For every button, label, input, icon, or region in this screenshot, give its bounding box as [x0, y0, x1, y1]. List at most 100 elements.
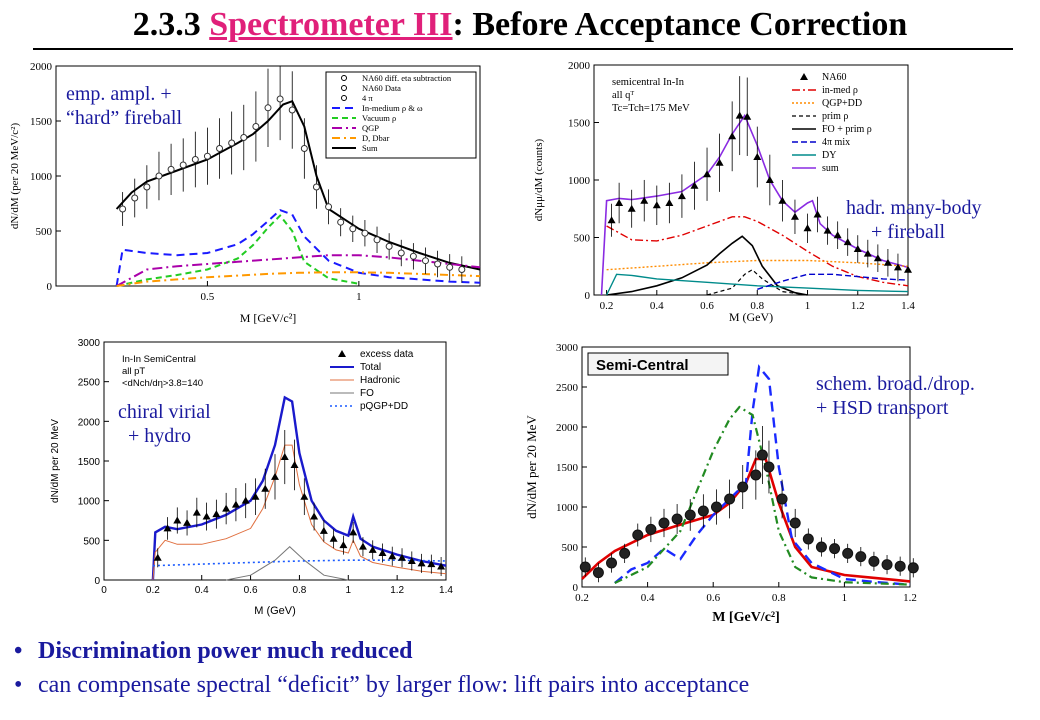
chart-tr: 0 500 1000 1500 2000 0.2 0.4 0.6 0.8 1 1.2 1.4 M (Ge… [533, 60, 915, 324]
y-tick-label: 1000 [556, 502, 579, 514]
y-tick-label: 1500 [78, 457, 101, 468]
y-tick-label: 2000 [30, 61, 53, 73]
data-point [434, 260, 442, 268]
legend-entry: D, Dbar [362, 133, 390, 143]
chart-annotation: <dNch/dη>3.8=140 [122, 378, 203, 389]
legend-entry: QGP+DD [822, 98, 862, 109]
y-tick-label: 0 [94, 576, 100, 587]
data-point [183, 518, 192, 526]
data-point [155, 172, 163, 180]
chart-bl: 0 500 1000 1500 2000 2500 3000 0 0.2 0.4 0.6 0.8 1 1.… [50, 338, 453, 617]
data-point [855, 551, 867, 563]
data-point [407, 556, 416, 564]
x-tick-label: 0.8 [750, 300, 764, 312]
chart-annotation: all qᵀ [612, 90, 634, 101]
title-prefix: 2.3.3 [132, 6, 210, 43]
series-line [151, 395, 447, 581]
chart-panel-top-right: 0 500 1000 1500 2000 0.2 0.4 0.6 0.8 1 1.2 1.4 M (Ge… [514, 55, 922, 327]
data-point [776, 493, 788, 505]
x-tick-label: 1 [842, 592, 848, 604]
chart-annotation: Tc=Tch=175 MeV [612, 103, 690, 114]
data-point [191, 156, 199, 163]
legend-entry: prim ρ [822, 111, 848, 122]
data-point [853, 245, 862, 252]
legend-entry: FO + prim ρ [822, 124, 872, 135]
data-point [710, 501, 722, 513]
data-point [750, 469, 762, 481]
legend-entry: NA60 diff. eta subtraction [362, 73, 452, 83]
data-point [388, 552, 397, 560]
data-point [778, 196, 787, 204]
data-point [261, 484, 270, 492]
y-tick-label: 0 [47, 281, 53, 293]
x-tick-label: 0.6 [244, 585, 258, 596]
data-point [735, 111, 744, 119]
data-point [607, 216, 616, 224]
x-tick-label: 1 [346, 585, 352, 596]
data-point [753, 153, 762, 160]
data-point [167, 165, 175, 173]
series-line [581, 457, 911, 583]
data-point [627, 204, 636, 212]
data-point [907, 562, 919, 574]
data-point [409, 252, 417, 260]
data-point [703, 170, 712, 178]
y-tick-label: 3000 [78, 338, 101, 349]
data-point [339, 541, 348, 549]
data-point [728, 132, 737, 140]
bullet-item: • can compensate spectral “deficit” by la… [14, 668, 1029, 702]
legend-entry: sum [822, 163, 839, 174]
data-point [829, 543, 841, 555]
chart-panel-top-left: 0 500 1000 1500 2000 0.5 1 M [GeV/c²] dN/dM (per… [4, 60, 488, 328]
y-axis-label: dNμμ/dM (counts) [533, 138, 545, 221]
data-point [251, 492, 260, 500]
data-point [843, 238, 852, 246]
legend-entry: QGP [362, 123, 379, 133]
data-point [349, 225, 357, 233]
x-tick-label: 0.2 [146, 585, 160, 596]
data-point [427, 560, 436, 568]
data-point [300, 492, 309, 500]
series-line [757, 273, 909, 290]
legend-entry: In-medium ρ & ω [362, 103, 423, 113]
legend-entry: 4π mix [822, 137, 850, 148]
data-point [790, 212, 799, 220]
data-point [222, 504, 231, 512]
x-axis-label: M [GeV/c²] [240, 311, 297, 325]
y-tick-label: 0 [573, 582, 579, 594]
y-tick-label: 1500 [30, 116, 53, 128]
data-point [373, 236, 381, 244]
data-point [228, 139, 236, 147]
series-line [116, 254, 481, 287]
series-line [606, 235, 808, 296]
data-point [592, 567, 604, 579]
data-point [665, 199, 674, 206]
x-axis-label: M (GeV) [254, 605, 296, 617]
data-point [288, 106, 296, 114]
x-tick-label: 0.2 [575, 592, 589, 604]
x-tick-label: 1.2 [851, 300, 865, 312]
plot-frame [581, 346, 911, 588]
data-point [280, 453, 289, 461]
overlay-label-bottom-right: schem. broad./drop. + HSD transport [816, 373, 975, 419]
data-point [458, 266, 466, 273]
y-tick-label: 1500 [556, 462, 579, 474]
x-tick-label: 1.4 [901, 300, 915, 312]
bullet-list: • Discrimination power much reduced • can … [14, 634, 1029, 702]
data-point [715, 158, 724, 166]
data-point [216, 145, 224, 152]
x-tick-label: 0.8 [292, 585, 306, 596]
legend-entry: Hadronic [360, 375, 400, 386]
data-point [290, 460, 299, 468]
y-tick-label: 500 [36, 226, 53, 238]
chart-annotation: semicentral In-In [612, 77, 685, 88]
legend-entry: Vacuum ρ [362, 113, 396, 123]
data-point [143, 183, 151, 191]
data-point [153, 553, 162, 561]
data-point [737, 481, 749, 493]
x-tick-label: 0.4 [650, 300, 664, 312]
bullet-text: can compensate spectral “deficit” by lar… [38, 672, 750, 698]
data-point [421, 257, 429, 265]
data-point [904, 265, 912, 273]
data-point [833, 231, 842, 239]
